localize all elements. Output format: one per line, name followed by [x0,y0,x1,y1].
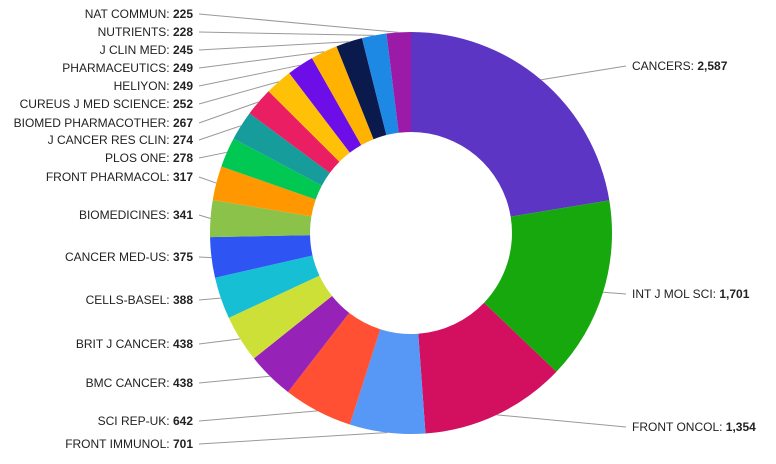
leader-line-cancers [540,65,627,81]
data-label-biomed-pharmacother: BIOMED PHARMACOTHER: 267 [14,116,194,130]
leader-line-bmc-cancer [198,375,271,384]
data-label-cancers: CANCERS: 2,587 [632,59,728,73]
data-label-cells-basel: CELLS-BASEL: 388 [86,293,194,307]
leader-line-biomed-pharmacother [198,101,259,124]
leader-line-plos-one [198,151,228,159]
slices-group [210,32,612,434]
slice-int-j-mol-sci [484,200,612,372]
slice-brit-j-cancer [228,275,333,359]
slice-cells-basel [215,255,320,318]
leader-line-front-pharmacol [198,176,217,184]
data-label-front-immunol: FRONT IMMUNOL: 701 [65,437,193,451]
data-label-cureus-j-med-science: CUREUS J MED SCIENCE: 252 [20,97,194,111]
data-label-j-cancer-res-clin: J CANCER RES CLIN: 274 [48,133,194,147]
leader-line-front-immunol [198,432,388,445]
data-label-bmc-cancer: BMC CANCER: 438 [86,376,194,390]
leader-line-cells-basel [198,297,221,301]
data-label-int-j-mol-sci: INT J MOL SCI: 1,701 [632,287,750,301]
leader-line-sci-rep-uk [198,410,318,422]
slice-plos-one [221,138,322,200]
leader-line-nat-commun [198,13,399,33]
data-label-sci-rep-uk: SCI REP-UK: 642 [98,414,194,428]
leader-line-brit-j-cancer [198,338,241,345]
data-label-nat-commun: NAT COMMUN: 225 [85,7,194,21]
data-label-front-oncol: FRONT ONCOL: 1,354 [632,420,756,434]
leader-line-heliyon [198,64,301,87]
leader-line-cureus-j-med-science [198,81,279,105]
slice-biomedicines [210,199,312,238]
data-label-biomedicines: BIOMEDICINES: 341 [79,208,193,222]
slice-pharmaceutics [311,46,374,146]
slice-bmc-cancer [253,296,350,392]
slice-front-oncol [418,302,557,434]
leader-line-nutrients [198,31,375,36]
slice-j-cancer-res-clin [233,113,330,186]
leader-line-j-clin-med [198,41,350,51]
leader-line-front-oncol [496,414,627,428]
leader-line-int-j-mol-sci [603,291,627,295]
slice-heliyon [289,58,362,153]
slice-front-immunol [349,329,426,434]
leader-line-j-cancer-res-clin [198,125,242,141]
slice-nutrients [361,33,399,136]
slice-biomed-pharmacother [249,91,340,173]
slice-cancer-med-us [210,235,313,278]
slice-cureus-j-med-science [268,73,350,162]
slice-sci-rep-uk [287,312,381,425]
data-label-pharmaceutics: PHARMACEUTICS: 249 [62,61,193,75]
data-label-plos-one: PLOS ONE: 278 [105,151,193,165]
leader-line-biomedicines [198,214,211,219]
data-label-j-clin-med: J CLIN MED: 245 [100,43,194,57]
data-label-nutrients: NUTRIENTS: 228 [98,25,194,39]
slice-nat-commun [386,32,411,133]
data-label-heliyon: HELIYON: 249 [114,79,194,93]
leader-line-cancer-med-us [198,256,212,259]
data-label-cancer-med-us: CANCER MED-US: 375 [65,250,193,264]
slice-cancers [411,32,610,217]
labels-group: CANCERS: 2,587 INT J MOL SCI: 1,701 FRONT … [14,7,757,451]
slice-j-clin-med [336,38,387,140]
leader-lines-group [198,13,627,445]
leader-line-pharmaceutics [198,51,325,69]
data-label-brit-j-cancer: BRIT J CANCER: 438 [76,337,193,351]
data-label-front-pharmacol: FRONT PHARMACOL: 317 [46,170,193,184]
slice-front-pharmacol [212,166,316,217]
